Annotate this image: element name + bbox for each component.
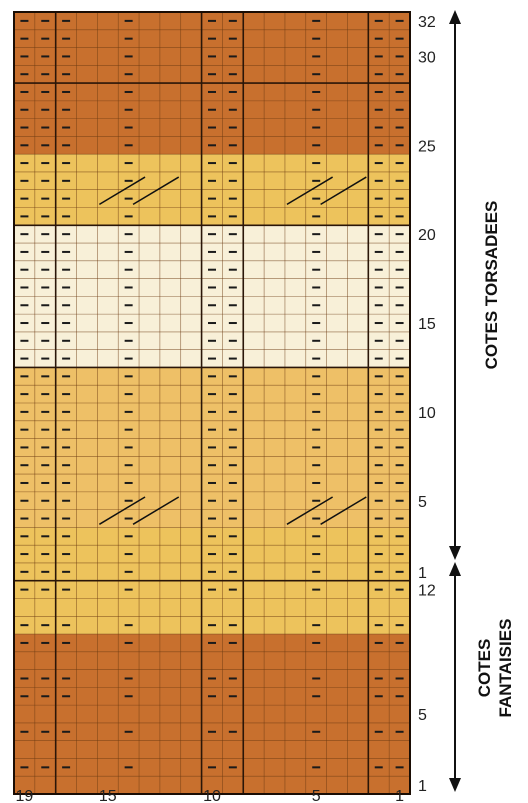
column-number-label: 10 xyxy=(203,788,221,803)
row-number-label: 32 xyxy=(418,14,436,31)
row-number-label: 12 xyxy=(418,583,436,600)
color-band xyxy=(14,634,410,794)
arrow-cotes-torsadees-head-down xyxy=(449,546,461,560)
section-title-cotes-line1: COTES xyxy=(475,639,494,698)
section-title-cotes-torsadees: COTES TORSADEES xyxy=(482,201,501,370)
row-number-label: 5 xyxy=(418,707,427,724)
arrow-cotes-fantaisies-head-down xyxy=(449,778,461,792)
column-number-label: 15 xyxy=(99,788,117,803)
row-number-label: 5 xyxy=(418,494,427,511)
column-number-label: 1 xyxy=(395,788,404,803)
arrow-cotes-fantaisies-head-up xyxy=(449,562,461,576)
row-number-label: 10 xyxy=(418,405,436,422)
row-number-label: 30 xyxy=(418,49,436,66)
arrow-cotes-torsadees-head-up xyxy=(449,10,461,24)
row-number-label: 1 xyxy=(418,778,427,795)
section-title-fantaisies-line2: FANTAISIES xyxy=(496,619,515,718)
row-number-label: 25 xyxy=(418,138,436,155)
column-number-label: 19 xyxy=(16,788,34,803)
row-number-label: 20 xyxy=(418,227,436,244)
column-number-label: 5 xyxy=(312,788,321,803)
row-number-label: 15 xyxy=(418,316,436,333)
row-number-label: 1 xyxy=(418,565,427,582)
section-arrows xyxy=(449,10,461,792)
